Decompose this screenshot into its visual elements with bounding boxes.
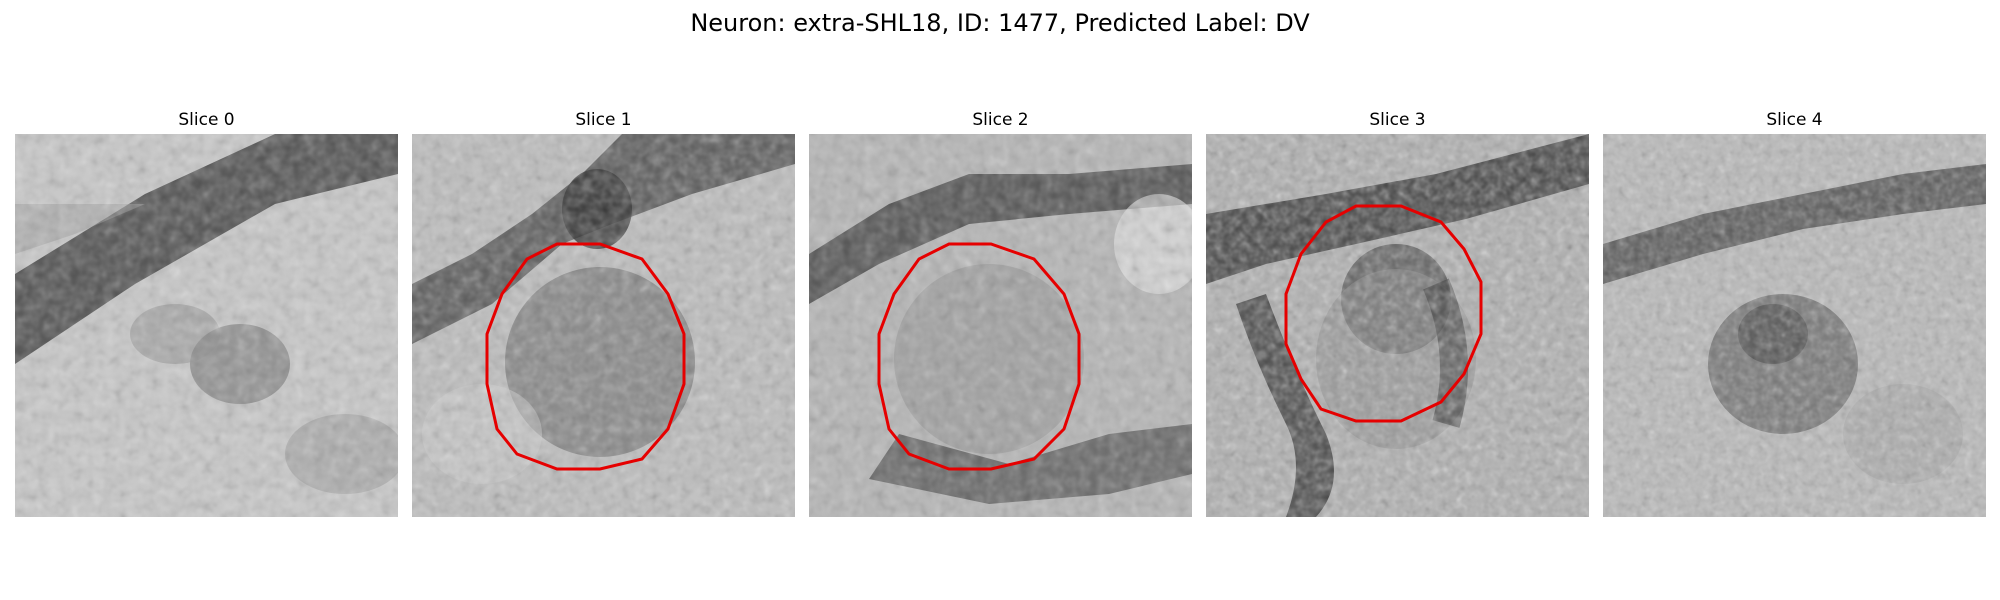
- slice-panel-3: Slice 3: [1206, 108, 1589, 517]
- slice-panel-1: Slice 1: [412, 108, 795, 517]
- slice-title-3: Slice 3: [1369, 110, 1426, 130]
- roi-contour-3: [1284, 204, 1483, 423]
- slice-panel-4: Slice 4: [1603, 108, 1986, 517]
- slice-panel-2: Slice 2: [809, 108, 1192, 517]
- slice-title-4: Slice 4: [1766, 110, 1823, 130]
- figure-title: Neuron: extra-SHL18, ID: 1477, Predicted…: [690, 9, 1310, 37]
- slice-image-2: [809, 134, 1192, 517]
- slice-title-0: Slice 0: [178, 110, 235, 130]
- slice-title-2: Slice 2: [972, 110, 1029, 130]
- slice-image-0: [15, 134, 398, 517]
- slice-panel-0: Slice 0: [15, 108, 398, 517]
- roi-contour-2: [877, 242, 1081, 471]
- slice-image-3: [1206, 134, 1589, 517]
- slice-image-4: [1603, 134, 1986, 517]
- slice-image-1: [412, 134, 795, 517]
- slice-title-1: Slice 1: [575, 110, 632, 130]
- roi-contour-1: [485, 242, 686, 471]
